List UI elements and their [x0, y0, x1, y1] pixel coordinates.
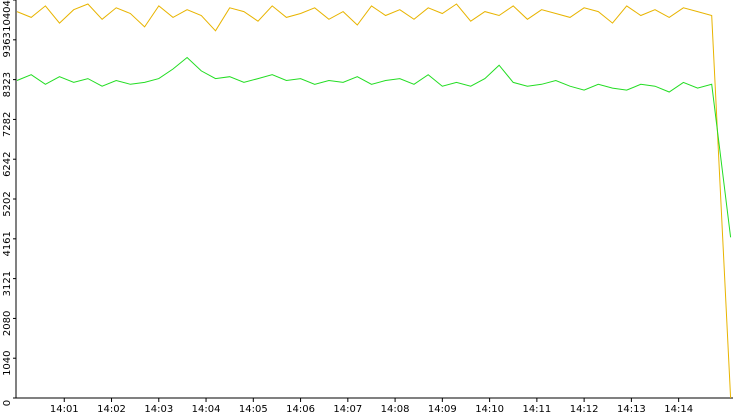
x-tick-label: 14:02	[97, 404, 126, 415]
x-tick-label: 14:03	[144, 404, 173, 415]
x-tick-label: 14:12	[570, 404, 599, 415]
x-tick-label: 14:07	[333, 404, 362, 415]
y-tick-label: 10404	[2, 0, 13, 32]
y-tick-label: 0	[2, 400, 13, 406]
x-tick-label: 14:01	[50, 404, 79, 415]
x-tick-label: 14:04	[192, 404, 221, 415]
x-tick-label: 14:09	[428, 404, 457, 415]
x-tick-label: 14:14	[664, 404, 693, 415]
y-tick-label: 1040	[2, 350, 13, 375]
x-tick-label: 14:06	[286, 404, 315, 415]
x-tick-label: 14:11	[522, 404, 551, 415]
y-tick-label: 2080	[2, 311, 13, 336]
y-tick-label: 4161	[2, 231, 13, 256]
y-tick-label: 7282	[2, 112, 13, 137]
x-tick-label: 14:13	[617, 404, 646, 415]
x-tick-label: 14:05	[239, 404, 268, 415]
series-line	[16, 3, 732, 399]
y-tick-label: 6242	[2, 151, 13, 176]
y-tick-label: 9363	[2, 32, 13, 57]
y-tick-label: 5202	[2, 191, 13, 216]
y-tick-label: 8323	[2, 72, 13, 97]
y-tick-label: 3121	[2, 271, 13, 296]
series-line	[16, 56, 732, 238]
x-tick-label: 14:08	[381, 404, 410, 415]
x-tick-label: 14:10	[475, 404, 504, 415]
